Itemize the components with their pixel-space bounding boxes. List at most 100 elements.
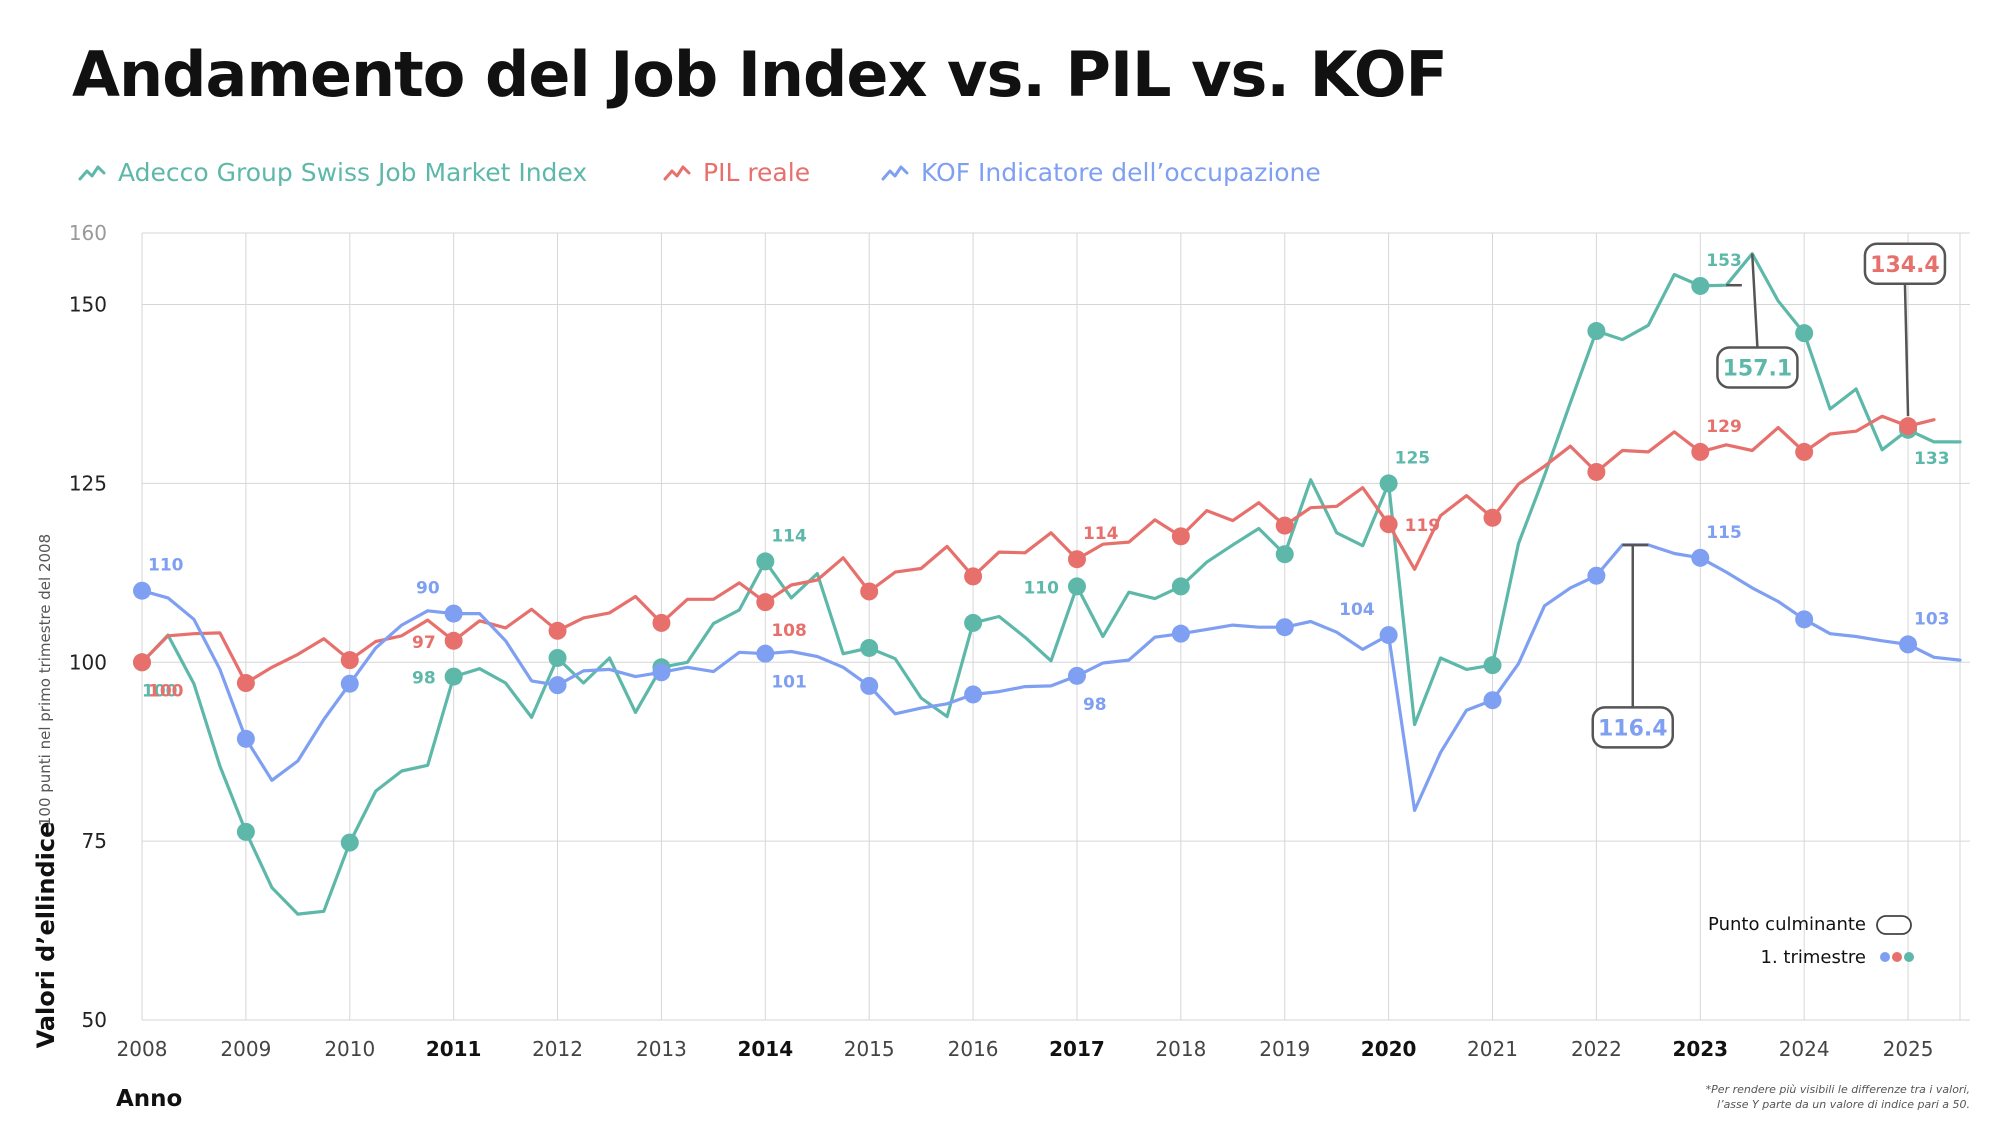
quarter-marker xyxy=(1171,527,1190,546)
grid xyxy=(141,232,1970,1021)
quarter-marker xyxy=(964,685,983,704)
quarter-marker xyxy=(340,674,359,693)
peak-callout-value: 157.1 xyxy=(1723,357,1793,382)
x-tick-label: 2019 xyxy=(1259,1037,1310,1061)
quarter-marker xyxy=(860,676,879,695)
quarter-marker xyxy=(1483,508,1502,527)
x-tick-label: 2025 xyxy=(1883,1037,1934,1061)
quarter-marker xyxy=(1795,324,1814,343)
quarter-marker xyxy=(1171,624,1190,643)
quarter-marker xyxy=(444,631,463,650)
quarter-marker xyxy=(1379,626,1398,645)
quarter-marker xyxy=(1899,417,1918,436)
quarter-marker xyxy=(1171,577,1190,596)
quarter-marker xyxy=(1067,577,1086,596)
data-label: 129 xyxy=(1706,417,1742,437)
data-label: 133 xyxy=(1914,449,1950,469)
quarter-marker xyxy=(1691,548,1710,567)
x-axis-label: Anno xyxy=(116,1086,182,1112)
series-line xyxy=(140,414,1936,685)
quarter-marker xyxy=(860,582,879,601)
peak-connector xyxy=(1750,253,1759,348)
quarter-marker xyxy=(1483,656,1502,675)
y-tick-label: 160 xyxy=(69,221,107,245)
x-tick-label: 2022 xyxy=(1571,1037,1622,1061)
y-tick-label: 50 xyxy=(82,1008,107,1032)
peak-key-symbol xyxy=(1876,915,1912,935)
quarter-marker xyxy=(1275,618,1294,637)
data-label: 110 xyxy=(1023,578,1059,598)
quarter-markers: 100 98 114 110 125 153 133 100 97 108 114 119 129 110… xyxy=(133,251,1950,852)
quarter-marker xyxy=(1587,322,1606,341)
x-tick-label: 2012 xyxy=(532,1037,583,1061)
quarter-marker xyxy=(236,729,255,748)
x-tick-label: 2011 xyxy=(426,1037,482,1061)
x-tick-label: 2017 xyxy=(1049,1037,1105,1061)
quarter-marker xyxy=(340,833,359,852)
quarter-key-label: 1. trimestre xyxy=(1761,947,1866,968)
x-tick-label: 2010 xyxy=(324,1037,375,1061)
quarter-key-dot-job xyxy=(1904,952,1914,962)
footnote-line: *Per rendere più visibili le differenze … xyxy=(1706,1083,1970,1096)
footnote: *Per rendere più visibili le differenze … xyxy=(1706,1083,1970,1111)
quarter-marker xyxy=(236,822,255,841)
data-label: 90 xyxy=(416,579,440,599)
peak-callout-value: 116.4 xyxy=(1598,716,1668,741)
quarter-marker xyxy=(133,653,151,672)
data-label: 119 xyxy=(1405,516,1441,536)
legend-label: Adecco Group Swiss Job Market Index xyxy=(118,158,588,187)
peak-callout-box xyxy=(1716,346,1799,389)
data-label: 115 xyxy=(1706,523,1742,543)
quarter-marker xyxy=(1275,516,1294,535)
data-label: 108 xyxy=(771,621,807,641)
quarter-marker xyxy=(444,667,463,686)
x-tick-label: 2008 xyxy=(117,1037,168,1061)
trend-icon xyxy=(881,165,909,180)
quarter-marker xyxy=(1275,545,1294,564)
quarter-marker xyxy=(1795,442,1814,461)
y-tick-label: 125 xyxy=(69,471,107,495)
x-tick-label: 2009 xyxy=(220,1037,271,1061)
quarter-marker xyxy=(1067,666,1086,685)
data-label: 114 xyxy=(771,526,807,546)
y-tick-label: 75 xyxy=(82,829,107,853)
trend-icon xyxy=(78,165,106,180)
quarter-marker xyxy=(1587,462,1606,481)
data-label: 153 xyxy=(1706,251,1742,271)
quarter-marker xyxy=(652,613,671,632)
quarter-marker xyxy=(133,581,151,600)
footnote-line: l’asse Y parte da un valore di indice pa… xyxy=(1717,1098,1970,1111)
quarter-marker xyxy=(964,613,983,632)
peak-callouts: 157.1 134.4 116.4 xyxy=(1591,242,1947,749)
data-label: 100 xyxy=(148,681,184,701)
peak-callout-box xyxy=(1863,242,1947,286)
quarter-marker xyxy=(1691,276,1710,295)
quarter-marker xyxy=(444,604,463,623)
legend-item-job-index: Adecco Group Swiss Job Market Index xyxy=(78,158,587,187)
peak-callout-box xyxy=(1591,706,1675,749)
data-label: 110 xyxy=(148,556,184,576)
peak-connector xyxy=(1903,283,1910,417)
quarter-marker xyxy=(1379,474,1398,493)
x-tick-label: 2015 xyxy=(844,1037,895,1061)
x-tick-label: 2014 xyxy=(737,1037,793,1061)
data-label: 97 xyxy=(412,633,436,653)
quarter-marker xyxy=(1483,691,1502,710)
peak-callout-value: 134.4 xyxy=(1870,253,1940,278)
quarter-marker xyxy=(548,676,567,695)
quarter-marker xyxy=(1067,550,1086,569)
x-tick-label: 2020 xyxy=(1361,1037,1417,1061)
quarter-marker xyxy=(1379,515,1398,534)
series-line xyxy=(140,252,1962,916)
legend-item-kof: KOF Indicatore dell’occupazione xyxy=(881,158,1321,187)
x-tick-label: 2021 xyxy=(1467,1037,1518,1061)
quarter-marker xyxy=(1899,635,1918,654)
quarter-marker xyxy=(548,621,567,640)
x-tick-label: 2018 xyxy=(1155,1037,1206,1061)
quarter-marker xyxy=(860,638,879,657)
quarter-marker xyxy=(548,648,567,667)
quarter-marker xyxy=(756,552,775,571)
y-tick-label: 150 xyxy=(69,293,107,317)
